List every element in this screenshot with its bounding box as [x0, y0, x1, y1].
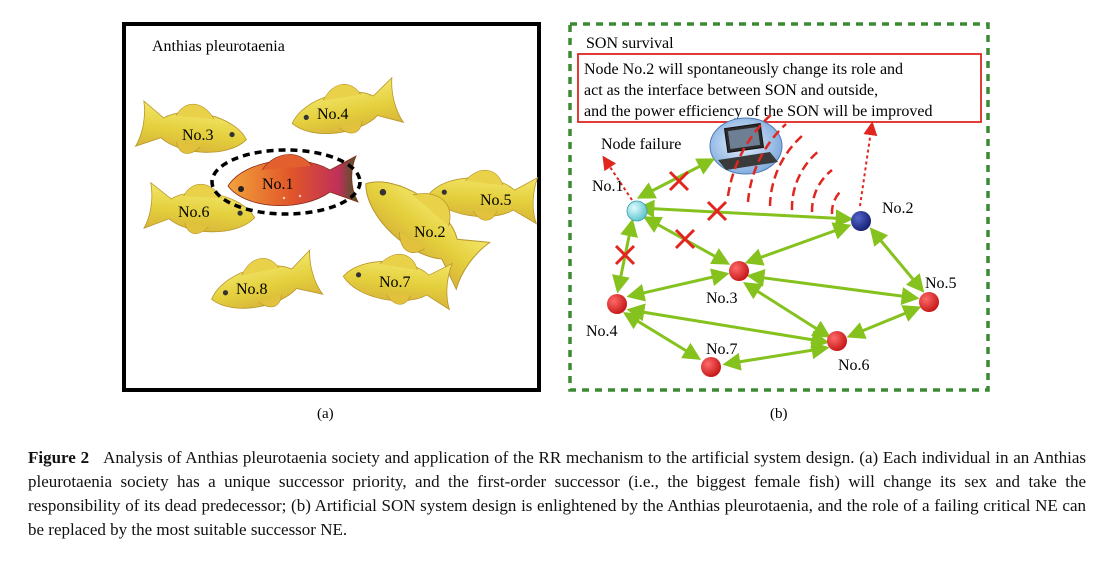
fish-no3-label: No.3 — [182, 127, 214, 144]
caption-label: Figure 2 — [28, 448, 90, 467]
node-no2-label: No.2 — [882, 200, 914, 217]
node-no5-label: No.5 — [925, 275, 957, 292]
node-no5 — [919, 292, 939, 312]
node-no3 — [729, 261, 749, 281]
callout-line-3: and the power efficiency of the SON will… — [584, 103, 933, 120]
panel-b-label: (b) — [770, 406, 788, 422]
caption-text: Analysis of Anthias pleurotaenia society… — [28, 448, 1086, 539]
fish-no2-label: No.2 — [414, 224, 446, 241]
node-no4-label: No.4 — [586, 323, 618, 340]
node-no2 — [851, 211, 871, 231]
panel-b-title: SON survival — [586, 35, 674, 52]
node-no6 — [827, 331, 847, 351]
pointer-node1 — [602, 155, 633, 201]
fish-no1-label: No.1 — [262, 176, 294, 193]
callout-line-1: Node No.2 will spontaneously change its … — [584, 61, 903, 78]
figure-2: Anthias pleurotaenia No.4 No.3 No.6 — [122, 22, 990, 422]
node-no1 — [626, 200, 648, 222]
panel-a: Anthias pleurotaenia No.4 No.3 No.6 — [122, 22, 541, 422]
node-failure-label: Node failure — [601, 136, 681, 153]
panel-b: SON survival Node No.2 will spontaneousl… — [568, 22, 990, 422]
callout-box — [577, 53, 982, 123]
node-no7 — [701, 357, 721, 377]
panel-a-label: (a) — [317, 406, 334, 422]
failure-crosses — [614, 170, 728, 266]
figure-caption: Figure 2 Analysis of Anthias pleurotaenia… — [28, 446, 1086, 542]
fish-no8-label: No.8 — [236, 281, 268, 298]
fish-no5-label: No.5 — [480, 192, 512, 209]
node-no7-label: No.7 — [706, 341, 738, 358]
node-no6-label: No.6 — [838, 357, 870, 374]
callout-line-2: act as the interface between SON and out… — [584, 82, 878, 99]
panel-a-title: Anthias pleurotaenia — [152, 38, 285, 55]
fish-no7-label: No.7 — [379, 274, 411, 291]
node-no4 — [607, 294, 627, 314]
laptop-icon — [709, 117, 783, 175]
no1-highlight-ring — [210, 148, 362, 216]
node-no3-label: No.3 — [706, 290, 738, 307]
son-links — [612, 158, 925, 371]
fish-no4-label: No.4 — [317, 106, 349, 123]
node-no1-label: No.1 — [592, 178, 624, 195]
fish-no6-label: No.6 — [178, 204, 210, 221]
pointer-node2 — [859, 121, 878, 207]
fish-no1 — [227, 154, 359, 207]
